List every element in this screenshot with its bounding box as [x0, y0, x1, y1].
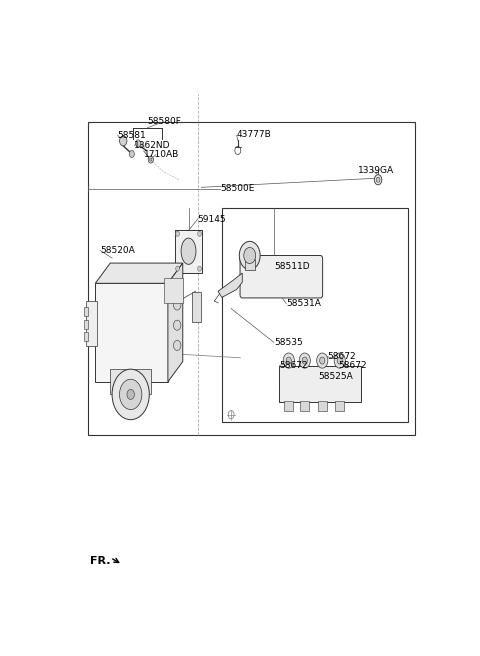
Text: 59145: 59145: [198, 215, 226, 224]
Circle shape: [120, 379, 142, 409]
Bar: [84, 319, 88, 329]
Bar: [84, 307, 88, 316]
Text: 58511D: 58511D: [274, 262, 310, 271]
Bar: [175, 230, 203, 273]
Bar: [318, 401, 327, 411]
FancyArrowPatch shape: [113, 558, 119, 562]
Polygon shape: [218, 273, 242, 297]
Bar: [335, 401, 344, 411]
Text: FR.: FR.: [90, 556, 110, 565]
Circle shape: [334, 353, 345, 368]
Text: 58500E: 58500E: [220, 184, 254, 194]
Text: 58535: 58535: [274, 338, 303, 347]
Circle shape: [150, 158, 152, 161]
Circle shape: [176, 266, 180, 271]
Bar: [279, 365, 361, 402]
Circle shape: [120, 136, 127, 146]
Circle shape: [112, 369, 149, 420]
Bar: [86, 301, 97, 346]
Text: 1362ND: 1362ND: [134, 141, 171, 150]
Circle shape: [337, 357, 342, 364]
Circle shape: [127, 390, 134, 400]
Circle shape: [198, 266, 202, 271]
Circle shape: [148, 156, 154, 163]
FancyBboxPatch shape: [240, 256, 323, 298]
Text: 1339GA: 1339GA: [358, 166, 394, 175]
Text: 58672: 58672: [327, 352, 356, 361]
Circle shape: [173, 300, 181, 310]
Circle shape: [302, 357, 307, 364]
Bar: [110, 369, 151, 394]
Circle shape: [173, 340, 181, 350]
Bar: [96, 283, 168, 382]
Polygon shape: [96, 263, 183, 283]
Bar: [164, 278, 183, 304]
Text: 58672: 58672: [338, 361, 367, 370]
Circle shape: [320, 357, 325, 364]
Text: 58531A: 58531A: [286, 299, 321, 308]
Circle shape: [299, 353, 311, 368]
Circle shape: [244, 247, 256, 264]
Circle shape: [286, 357, 291, 364]
Bar: [245, 258, 254, 270]
Circle shape: [129, 150, 134, 157]
Text: 58580F: 58580F: [147, 117, 181, 126]
Circle shape: [376, 177, 380, 182]
Text: 58520A: 58520A: [100, 246, 135, 255]
Polygon shape: [168, 263, 183, 382]
Text: 58525A: 58525A: [319, 372, 353, 381]
Circle shape: [176, 232, 180, 236]
Text: 43777B: 43777B: [237, 130, 272, 139]
Circle shape: [173, 320, 181, 330]
Bar: [284, 401, 293, 411]
Circle shape: [283, 353, 294, 368]
Circle shape: [198, 232, 202, 236]
Bar: [88, 121, 415, 435]
Circle shape: [135, 140, 141, 147]
Text: 1710AB: 1710AB: [144, 150, 180, 159]
Text: 58581: 58581: [118, 131, 146, 140]
Bar: [300, 401, 309, 411]
Bar: [84, 333, 88, 341]
Bar: [222, 207, 408, 422]
Circle shape: [240, 241, 260, 270]
Bar: [192, 292, 202, 323]
Text: 58672: 58672: [279, 361, 308, 370]
Circle shape: [317, 353, 328, 368]
Ellipse shape: [181, 238, 196, 264]
Circle shape: [374, 174, 382, 185]
